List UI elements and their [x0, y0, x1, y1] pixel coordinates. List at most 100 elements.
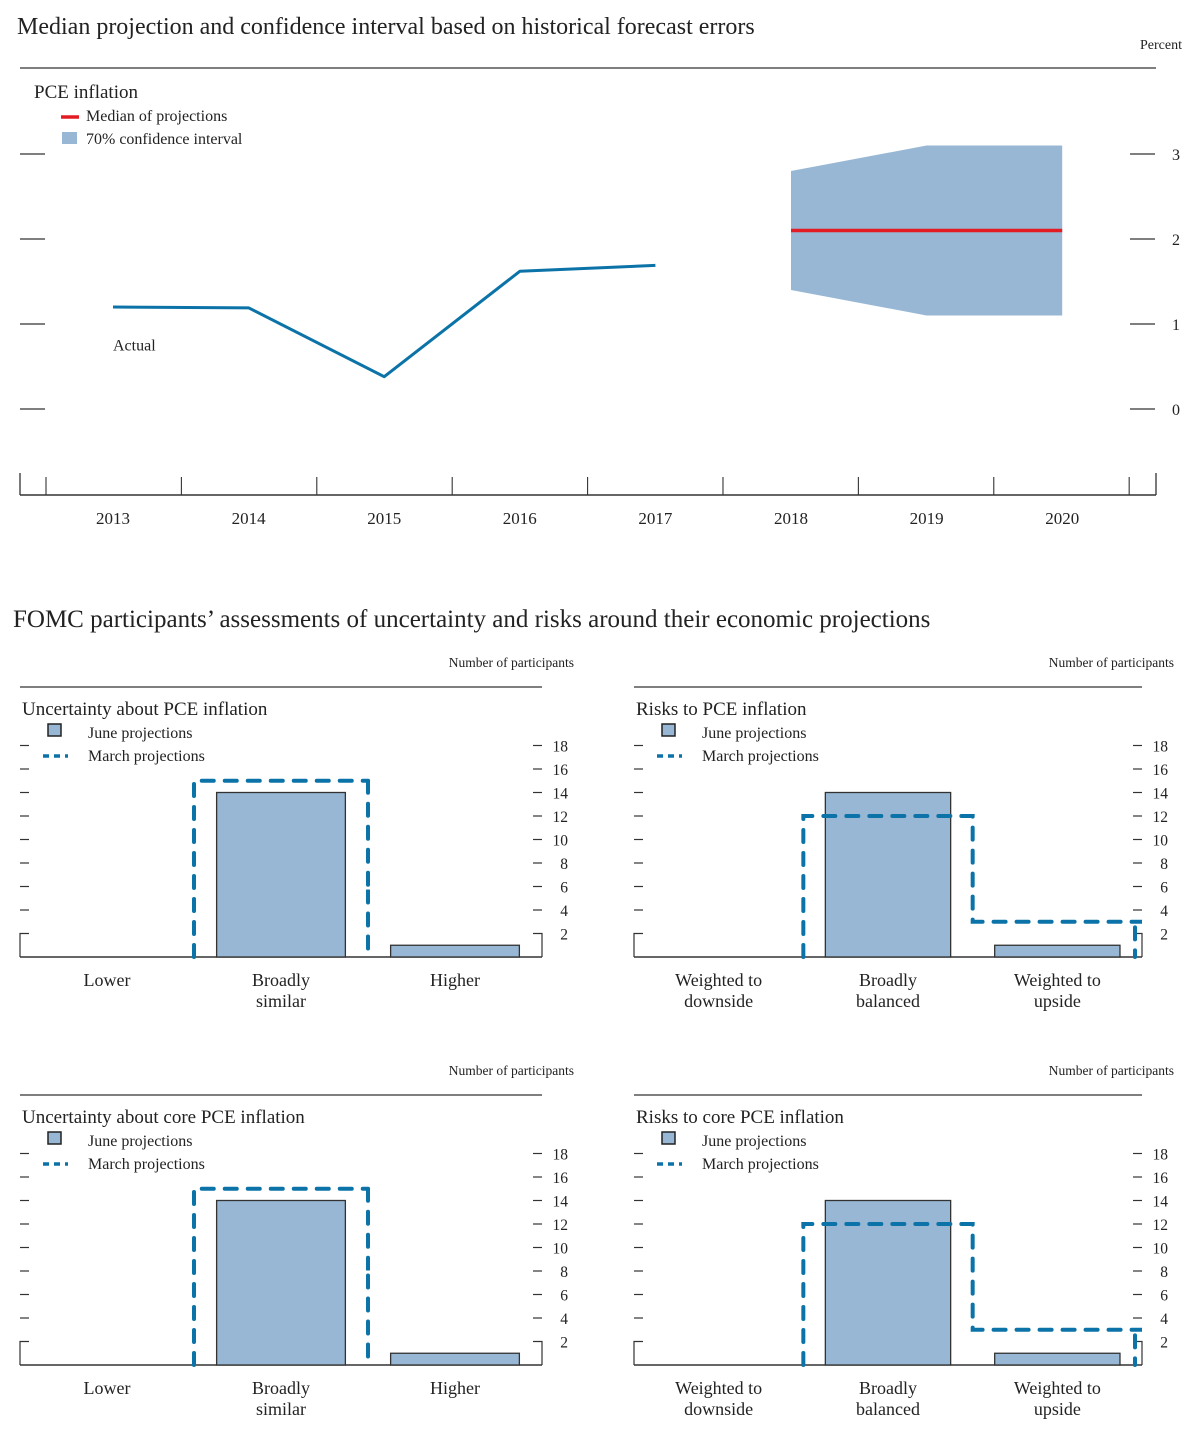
- y-tick-label: 2: [560, 927, 568, 944]
- y-tick-label: 8: [1160, 1264, 1168, 1281]
- y-tick-label: 12: [553, 1217, 569, 1234]
- y-tick-label: 18: [553, 1147, 569, 1164]
- risks-pce-chart: Number of participants Risks to PCE infla…: [633, 655, 1174, 1011]
- june-bar: [215, 791, 347, 958]
- unit-label: Number of participants: [449, 1063, 574, 1078]
- y-tick-label: 16: [553, 1170, 569, 1187]
- unit-label: Number of participants: [449, 655, 574, 670]
- y-tick-label: 10: [1153, 833, 1169, 850]
- legend-june-label: June projections: [702, 1133, 806, 1150]
- chart-title: PCE inflation: [34, 82, 138, 103]
- legend-june-swatch: [661, 1131, 676, 1145]
- y-axis-left-bracket: [633, 932, 643, 957]
- march-projection-outline: [801, 1222, 1142, 1367]
- x-category-label: Lower: [84, 1378, 131, 1398]
- y-tick-label: 0: [1172, 402, 1180, 419]
- june-bar: [994, 1352, 1121, 1366]
- legend-june-label: June projections: [88, 725, 192, 742]
- x-category-label: Higher: [430, 1378, 480, 1398]
- y-tick-label: 4: [560, 1311, 568, 1328]
- x-tick-label: 2017: [638, 509, 673, 528]
- june-bar: [389, 1352, 521, 1366]
- x-category-label: Broadly: [252, 1378, 310, 1398]
- june-bar: [824, 1199, 952, 1366]
- top-section-title: Median projection and confidence interva…: [17, 14, 755, 40]
- risks-core-pce-chart: Number of participants Risks to core PCE …: [633, 1063, 1174, 1419]
- x-category-label: similar: [256, 1399, 306, 1419]
- x-tick-label: 2019: [910, 509, 944, 528]
- march-projection-outline: [192, 778, 370, 959]
- legend-march-label: March projections: [702, 1156, 819, 1173]
- legend-june-swatch: [47, 1131, 62, 1145]
- june-bar: [215, 1199, 347, 1366]
- y-tick-label: 8: [560, 856, 568, 873]
- y-tick-label: 16: [1153, 762, 1169, 779]
- legend-june-label: June projections: [88, 1133, 192, 1150]
- x-tick-label: 2016: [503, 509, 537, 528]
- uncertainty-core-pce-chart: Number of participants Uncertainty about …: [19, 1063, 574, 1419]
- x-category-label: balanced: [856, 1399, 920, 1419]
- legend-june-label: June projections: [702, 725, 806, 742]
- x-category-label: Higher: [430, 970, 480, 990]
- y-tick-label: 14: [553, 786, 569, 803]
- y-tick-label: 2: [1160, 927, 1168, 944]
- y-tick-label: 3: [1172, 147, 1180, 164]
- y-tick-label: 12: [553, 809, 569, 826]
- legend-median-label: Median of projections: [86, 108, 227, 125]
- y-axis-left-bracket: [633, 1340, 643, 1365]
- actual-annotation: Actual: [113, 337, 156, 354]
- x-category-label: Weighted to: [1014, 1378, 1101, 1398]
- y-tick-label: 18: [1153, 1147, 1169, 1164]
- uncertainty-pce-chart: Number of participants Uncertainty about …: [19, 655, 574, 1011]
- y-tick-label: 2: [1172, 232, 1180, 249]
- y-axis-right-bracket: [533, 1340, 543, 1365]
- x-tick-label: 2020: [1045, 509, 1079, 528]
- x-category-label: Broadly: [252, 970, 310, 990]
- legend-ci-swatch: [62, 132, 77, 144]
- y-tick-label: 16: [553, 762, 569, 779]
- march-projection-outline: [801, 814, 1142, 959]
- x-category-label: balanced: [856, 991, 920, 1011]
- x-category-label: Weighted to: [675, 970, 762, 990]
- unit-label: Number of participants: [1049, 1063, 1174, 1078]
- june-bar: [824, 791, 952, 958]
- legend-march-label: March projections: [88, 748, 205, 765]
- x-category-label: downside: [684, 991, 753, 1011]
- chart-title: Risks to core PCE inflation: [636, 1107, 844, 1128]
- y-tick-label: 10: [553, 1241, 569, 1258]
- x-category-label: upside: [1034, 1399, 1081, 1419]
- y-tick-label: 2: [1160, 1335, 1168, 1352]
- x-tick-label: 2014: [232, 509, 267, 528]
- y-tick-label: 16: [1153, 1170, 1169, 1187]
- bottom-section-title: FOMC participants’ assessments of uncert…: [13, 606, 931, 633]
- y-tick-label: 14: [1153, 1194, 1169, 1211]
- y-tick-label: 4: [1160, 903, 1168, 920]
- legend-march-label: March projections: [88, 1156, 205, 1173]
- y-tick-label: 4: [560, 903, 568, 920]
- y-tick-label: 6: [560, 1288, 568, 1305]
- y-tick-label: 12: [1153, 1217, 1169, 1234]
- legend-march-label: March projections: [702, 748, 819, 765]
- chart-title: Uncertainty about PCE inflation: [22, 699, 268, 720]
- x-category-label: Broadly: [859, 970, 917, 990]
- x-category-label: Broadly: [859, 1378, 917, 1398]
- y-tick-label: 10: [553, 833, 569, 850]
- y-tick-label: 1: [1172, 317, 1180, 334]
- chart-title: Uncertainty about core PCE inflation: [22, 1107, 305, 1128]
- legend-june-swatch: [661, 723, 676, 737]
- x-category-label: Weighted to: [675, 1378, 762, 1398]
- x-tick-label: 2013: [96, 509, 130, 528]
- y-tick-label: 6: [560, 880, 568, 897]
- y-tick-label: 14: [1153, 786, 1169, 803]
- y-axis-left-bracket: [19, 932, 29, 957]
- june-bar: [389, 944, 521, 958]
- unit-label: Number of participants: [1049, 655, 1174, 670]
- y-tick-label: 14: [553, 1194, 569, 1211]
- x-category-label: upside: [1034, 991, 1081, 1011]
- y-tick-label: 10: [1153, 1241, 1169, 1258]
- legend-ci-label: 70% confidence interval: [86, 131, 243, 148]
- y-tick-label: 6: [1160, 880, 1168, 897]
- y-axis-right-bracket: [533, 932, 543, 957]
- legend-june-swatch: [47, 723, 62, 737]
- actual-line: [112, 263, 656, 379]
